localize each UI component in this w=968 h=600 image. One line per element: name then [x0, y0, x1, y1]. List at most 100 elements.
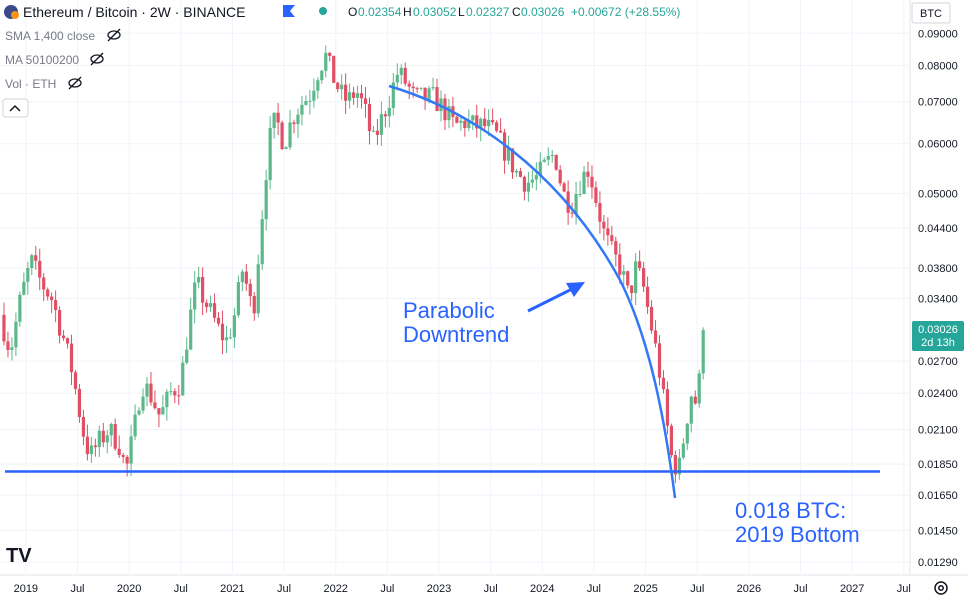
candle-body	[97, 430, 101, 448]
candle-body	[558, 169, 562, 184]
candle-body	[359, 93, 364, 99]
market-status-icon	[319, 7, 327, 15]
parabolic-curve[interactable]	[388, 84, 677, 499]
candle-body	[197, 277, 201, 283]
candle-body	[642, 268, 646, 287]
candle-body	[427, 88, 431, 101]
candle-body	[491, 119, 495, 123]
indicator-sma: SMA 1,400 close	[5, 29, 95, 43]
tradingview-logo[interactable]: TV	[6, 545, 32, 567]
indicator-legend[interactable]: SMA 1,400 close MA 50100200 Vol · ETH	[2, 28, 121, 118]
candle-body	[634, 261, 638, 294]
candle-body	[30, 255, 34, 269]
candle-body	[117, 448, 121, 455]
candle-body	[546, 155, 550, 160]
candle-body	[173, 391, 177, 396]
candle-body	[657, 343, 662, 378]
candle-body	[185, 349, 189, 363]
gear-icon[interactable]	[934, 581, 948, 595]
x-tick-label: 2027	[840, 583, 864, 595]
candle-body	[582, 171, 586, 194]
candle-body	[367, 103, 372, 132]
overlay-lines	[5, 84, 880, 499]
time-scale[interactable]: 2019 Jul 2020 Jul 2021 Jul 2022 Jul 2023 Jul 2024 J…	[14, 583, 911, 595]
candle-body	[395, 74, 399, 83]
candle-body	[316, 80, 320, 91]
y-tick-label: 0.06000	[918, 139, 958, 151]
candle-body	[455, 116, 459, 123]
candle-body	[145, 383, 149, 397]
candle-body	[403, 67, 407, 84]
x-tick-label: Jul	[277, 583, 291, 595]
candle-body	[594, 187, 598, 203]
grid-lines	[0, 0, 909, 573]
candle-body	[697, 373, 701, 404]
candle-body	[475, 115, 479, 129]
price-scale[interactable]: 0.09000 0.08000 0.07000 0.06000 0.05000 0.044…	[918, 28, 958, 569]
candle-body	[181, 362, 185, 396]
candle-body	[6, 341, 10, 351]
candle-body	[240, 271, 244, 283]
candle-body	[189, 309, 193, 350]
candle-body	[673, 455, 677, 475]
candle-body	[288, 122, 292, 148]
flag-icon[interactable]	[283, 5, 295, 17]
candle-body	[363, 98, 368, 104]
candle-body	[586, 171, 590, 177]
candle-body	[661, 377, 666, 390]
y-tick-label: 0.04400	[918, 223, 958, 235]
candle-body	[479, 118, 483, 129]
candle-body	[598, 202, 602, 222]
candle-body	[14, 321, 18, 348]
candle-body	[121, 454, 125, 457]
candle-body	[626, 271, 630, 286]
candle-body	[355, 93, 360, 98]
candle-body	[248, 283, 252, 297]
candle-body	[149, 383, 153, 403]
currency-box[interactable]	[911, 2, 951, 24]
svg-text:0.02327: 0.02327	[466, 5, 510, 19]
candle-body	[459, 120, 463, 123]
candle-body	[54, 300, 58, 311]
candle-body	[371, 130, 376, 132]
candle-body	[681, 443, 685, 458]
candle-body	[542, 159, 546, 162]
candle-body	[34, 255, 38, 261]
candle-body	[483, 118, 487, 127]
candle-body	[153, 402, 157, 409]
candle-body	[165, 391, 169, 408]
y-tick-label: 0.09000	[918, 28, 958, 40]
candle-body	[407, 83, 411, 87]
candle-body	[236, 282, 240, 316]
x-tick-label: Jul	[587, 583, 601, 595]
svg-text:0.02354: 0.02354	[358, 5, 402, 19]
svg-text:C: C	[512, 5, 521, 19]
time-scale-bg	[0, 575, 968, 600]
x-tick-label: 2026	[737, 583, 761, 595]
candle-body	[216, 317, 221, 324]
y-tick-label: 0.03800	[918, 263, 958, 275]
candle-body	[630, 285, 634, 294]
candle-body	[105, 435, 109, 443]
candle-body	[614, 241, 618, 255]
candle-body	[252, 296, 256, 314]
candle-body	[157, 408, 161, 415]
y-tick-label: 0.07000	[918, 97, 958, 109]
symbol-header[interactable]: Ethereum / Bitcoin · 2W · BINANCE	[4, 4, 327, 20]
candle-body	[348, 92, 352, 101]
candle-body	[665, 389, 670, 426]
candle-body	[447, 106, 451, 121]
collapse-legend-button[interactable]	[2, 98, 29, 118]
candle-body	[268, 127, 272, 181]
candle-body	[387, 107, 391, 117]
candle-series	[2, 45, 705, 484]
candle-body	[125, 456, 129, 464]
candle-body	[304, 101, 308, 105]
candle-body	[383, 114, 387, 117]
eye-off-icon[interactable]	[68, 28, 121, 90]
candle-body	[574, 194, 578, 214]
candle-body	[566, 191, 570, 213]
svg-text:Parabolic: Parabolic	[403, 298, 495, 323]
candle-body	[653, 330, 658, 344]
